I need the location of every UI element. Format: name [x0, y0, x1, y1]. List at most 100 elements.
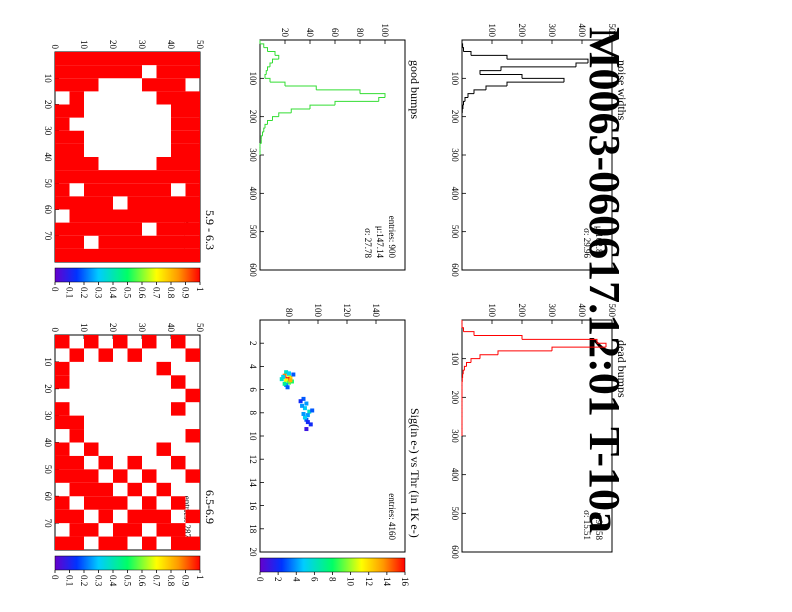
heatmap-cell	[171, 443, 186, 456]
heatmap-cell	[171, 416, 186, 429]
x-tick-label: 500	[450, 507, 460, 521]
heatmap-cell	[156, 170, 171, 184]
heatmap-cell	[142, 105, 157, 118]
hist-bin	[463, 365, 467, 371]
x-tick-label: 400	[450, 187, 460, 201]
x-tick-label: 10	[43, 357, 53, 367]
y-tick-label: 200	[517, 304, 527, 318]
heatmap-cell	[99, 402, 114, 415]
heatmap-cell	[171, 248, 186, 262]
heatmap-cell	[99, 335, 114, 348]
heatmap-cell	[171, 52, 186, 66]
heatmap-cell	[142, 483, 157, 496]
heatmap-cell	[142, 170, 157, 184]
y-tick-label: 120	[342, 304, 352, 318]
heatmap-cell	[157, 496, 172, 509]
heatmap-cell	[142, 209, 157, 223]
x-tick-label: 20	[43, 100, 53, 110]
color-bar	[54, 555, 201, 571]
heatmap-cell	[142, 118, 157, 131]
heatmap-cell	[186, 456, 201, 469]
heatmap-cell	[142, 235, 157, 249]
heatmap-cell	[69, 130, 84, 144]
heatmap-cell	[55, 170, 70, 184]
y-tick-label: 200	[517, 24, 527, 38]
heatmap-cell	[55, 78, 70, 92]
heatmap-cell	[185, 183, 200, 197]
heatmap-cell	[127, 482, 142, 497]
x-tick-label: 12	[248, 455, 258, 464]
y-tick-label: 40	[166, 323, 176, 333]
chart-title: noise widths	[615, 60, 629, 121]
heatmap-cell	[55, 389, 70, 402]
hist-bin	[272, 58, 279, 63]
heatmap-cell	[55, 52, 70, 66]
scatter-point	[279, 377, 284, 382]
heatmap-cell	[171, 235, 186, 249]
heatmap-cell	[70, 443, 85, 456]
z-tick-label: 8	[328, 577, 338, 582]
chart-title: Sig(in e-) vs Thr (in 1K e-)	[408, 408, 422, 538]
heatmap-cell	[99, 375, 114, 388]
heatmap-cell	[84, 335, 99, 349]
z-tick-label: 0.2	[79, 575, 89, 586]
heatmap-cell	[128, 131, 143, 144]
heatmap-cell	[55, 455, 70, 470]
heatmap-cell	[98, 536, 113, 550]
heatmap-cell	[55, 496, 70, 510]
x-tick-label: 200	[450, 110, 460, 124]
heatmap-cell	[84, 416, 99, 429]
x-tick-label: 4	[248, 364, 258, 369]
heatmap-cell	[157, 416, 172, 429]
hist-bin	[267, 51, 276, 56]
heatmap-cell	[127, 170, 142, 184]
heatmap-cell	[127, 209, 142, 223]
y-tick-label: 100	[380, 24, 390, 38]
x-tick-label: 60	[43, 492, 53, 502]
scatter-point	[302, 415, 307, 420]
heatmap-cell	[142, 348, 157, 361]
hist-bin	[259, 143, 262, 148]
heatmap-cell	[84, 236, 99, 249]
heatmap-cell	[142, 375, 157, 388]
rotated-page: M0063-060617.12:01 T-10a noise widths μ:1…	[43, 24, 629, 587]
heatmap-cell	[99, 389, 114, 402]
z-tick-label: 0.5	[123, 287, 133, 299]
x-tick-label: 400	[248, 187, 258, 201]
heatmap-cell	[127, 52, 142, 66]
heatmap-cell	[55, 536, 70, 550]
heatmap-cell	[69, 170, 84, 184]
heatmap-cell	[69, 248, 84, 262]
x-tick-label: 50	[43, 179, 53, 189]
heatmap-cell	[142, 496, 157, 510]
x-tick-label: 600	[248, 263, 258, 277]
heatmap-cell	[98, 209, 113, 223]
heatmap-cell	[55, 335, 70, 349]
heatmap-cell	[142, 157, 157, 170]
heatmap-cell	[55, 483, 70, 496]
scatter-point	[282, 381, 287, 386]
heatmap-cell	[113, 52, 128, 66]
heatmap-cell	[186, 483, 201, 496]
heatmap-cell	[157, 131, 172, 144]
heatmap-cell	[55, 523, 70, 536]
heatmap-cell	[127, 183, 142, 197]
y-tick-label: 500	[607, 304, 617, 318]
heatmap-cell	[113, 443, 128, 456]
y-tick-label: 60	[330, 28, 340, 38]
heatmap-cell	[142, 144, 157, 157]
heatmap-cell	[70, 402, 85, 415]
stats-text: entries: 4160	[387, 493, 397, 540]
heatmap-cell	[185, 117, 200, 131]
heatmap-cell	[185, 509, 200, 524]
heatmap-cell	[84, 52, 99, 66]
x-tick-label: 500	[450, 225, 460, 239]
heatmap-cell	[84, 469, 99, 483]
heatmap-cell	[99, 469, 114, 482]
y-tick-label: 400	[577, 24, 587, 38]
heatmap-cell	[185, 130, 200, 144]
x-tick-label: 20	[248, 548, 258, 558]
hist-bin	[270, 81, 286, 86]
heatmap-cell	[113, 335, 128, 349]
heatmap-cell	[157, 105, 172, 118]
